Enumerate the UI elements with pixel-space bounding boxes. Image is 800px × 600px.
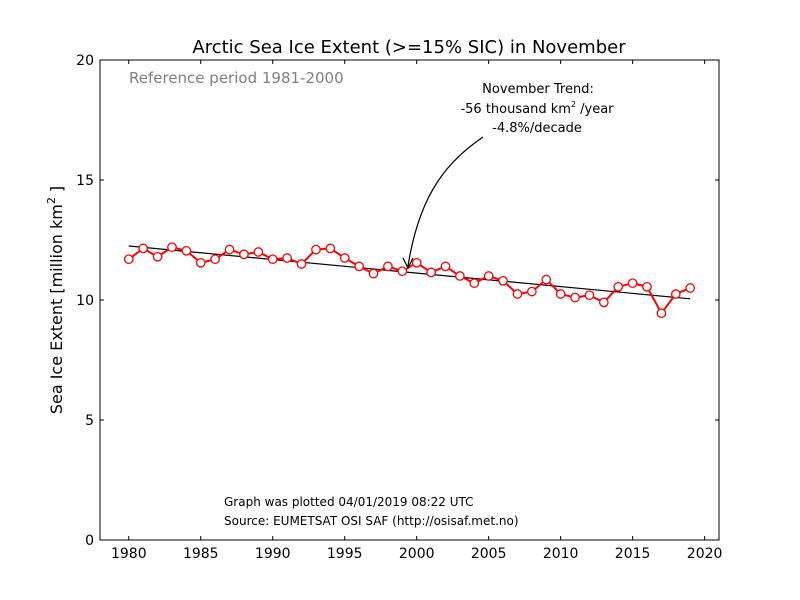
data-point [685, 283, 696, 293]
data-point [296, 259, 307, 269]
data-point [397, 266, 408, 277]
data-point [138, 243, 149, 254]
x-tick-label: 2015 [615, 546, 651, 562]
data-point [440, 261, 451, 272]
data-point [152, 251, 163, 262]
plot-area [123, 242, 696, 319]
data-point [598, 297, 609, 308]
data-point [368, 268, 379, 279]
data-point [512, 289, 523, 299]
data-point [584, 290, 595, 301]
x-tick-label: 2010 [543, 546, 579, 562]
y-axis-label-main: Sea Ice Extent [million km [47, 204, 66, 414]
data-point [123, 254, 134, 265]
data-point [541, 274, 552, 285]
trend-annotation-line2: -56 thousand km2 /year [460, 100, 614, 117]
data-point [267, 254, 278, 265]
plotted-date-text: Graph was plotted 04/01/2019 08:22 UTC [224, 495, 474, 509]
y-axis: 0 5 10 15 20 [76, 53, 719, 549]
y-tick-label: 10 [76, 293, 94, 309]
reference-period-text: Reference period 1981-2000 [129, 69, 344, 87]
source-text: Source: EUMETSAT OSI SAF (http://osisaf.… [224, 514, 519, 528]
x-tick-label: 1980 [111, 546, 147, 562]
data-point [224, 244, 235, 255]
data-point [325, 243, 336, 254]
trend-annotation-line2-sup: 2 [571, 100, 576, 109]
data-point [339, 253, 350, 263]
data-point [311, 244, 321, 255]
y-tick-label: 15 [76, 173, 94, 189]
y-axis-label: Sea Ice Extent [million km2 ] [45, 186, 66, 414]
data-point [383, 261, 393, 272]
data-point [411, 257, 422, 268]
svg-text:Sea Ice Extent [million km2 ]: Sea Ice Extent [million km2 ] [45, 186, 66, 414]
data-point [195, 257, 206, 268]
x-axis: 1980 1985 1990 1995 2000 2005 2010 2015 2020 [111, 60, 722, 562]
data-point [555, 289, 566, 299]
data-point [210, 254, 221, 265]
data-point [642, 281, 652, 292]
data-point [181, 245, 192, 256]
trend-annotation-line3: -4.8%/decade [492, 121, 582, 136]
y-tick-label: 20 [76, 53, 94, 69]
data-point [253, 247, 264, 257]
x-tick-label: 2005 [471, 546, 507, 562]
data-point [627, 278, 638, 289]
x-tick-label: 1985 [183, 546, 219, 562]
trend-line [128, 245, 691, 300]
series-line [128, 246, 691, 316]
chart-title: Arctic Sea Ice Extent (>=15% SIC) in Nov… [192, 37, 626, 58]
data-point [656, 308, 667, 319]
data-point [426, 267, 436, 278]
trend-annotation-line1: November Trend: [482, 82, 594, 97]
y-tick-label: 5 [85, 413, 94, 429]
x-tick-label: 1990 [255, 546, 291, 562]
trend-annotation-line2-end: /year [576, 102, 614, 117]
y-tick-label: 0 [85, 533, 94, 549]
trend-annotation: November Trend: -56 thousand km2 /year -… [402, 82, 614, 270]
plot-frame [99, 59, 720, 541]
data-point [570, 292, 580, 303]
data-point [455, 271, 465, 281]
data-point [613, 281, 624, 292]
data-point [354, 261, 364, 272]
annotation-arrowhead [402, 257, 414, 270]
y-axis-label-end: ] [47, 186, 66, 197]
data-point [167, 242, 177, 253]
data-point [498, 275, 508, 286]
data-point [670, 289, 681, 299]
data-point [469, 278, 480, 289]
x-tick-label: 2000 [399, 546, 435, 562]
data-point [527, 286, 537, 297]
x-tick-label: 2020 [687, 546, 723, 562]
x-tick-label: 1995 [327, 546, 363, 562]
data-point [483, 271, 494, 281]
data-point [282, 253, 292, 263]
data-point [239, 249, 249, 260]
annotation-arrow [407, 136, 484, 267]
y-axis-label-sup: 2 [45, 197, 58, 204]
trend-annotation-line2-main: -56 thousand km [460, 102, 570, 117]
